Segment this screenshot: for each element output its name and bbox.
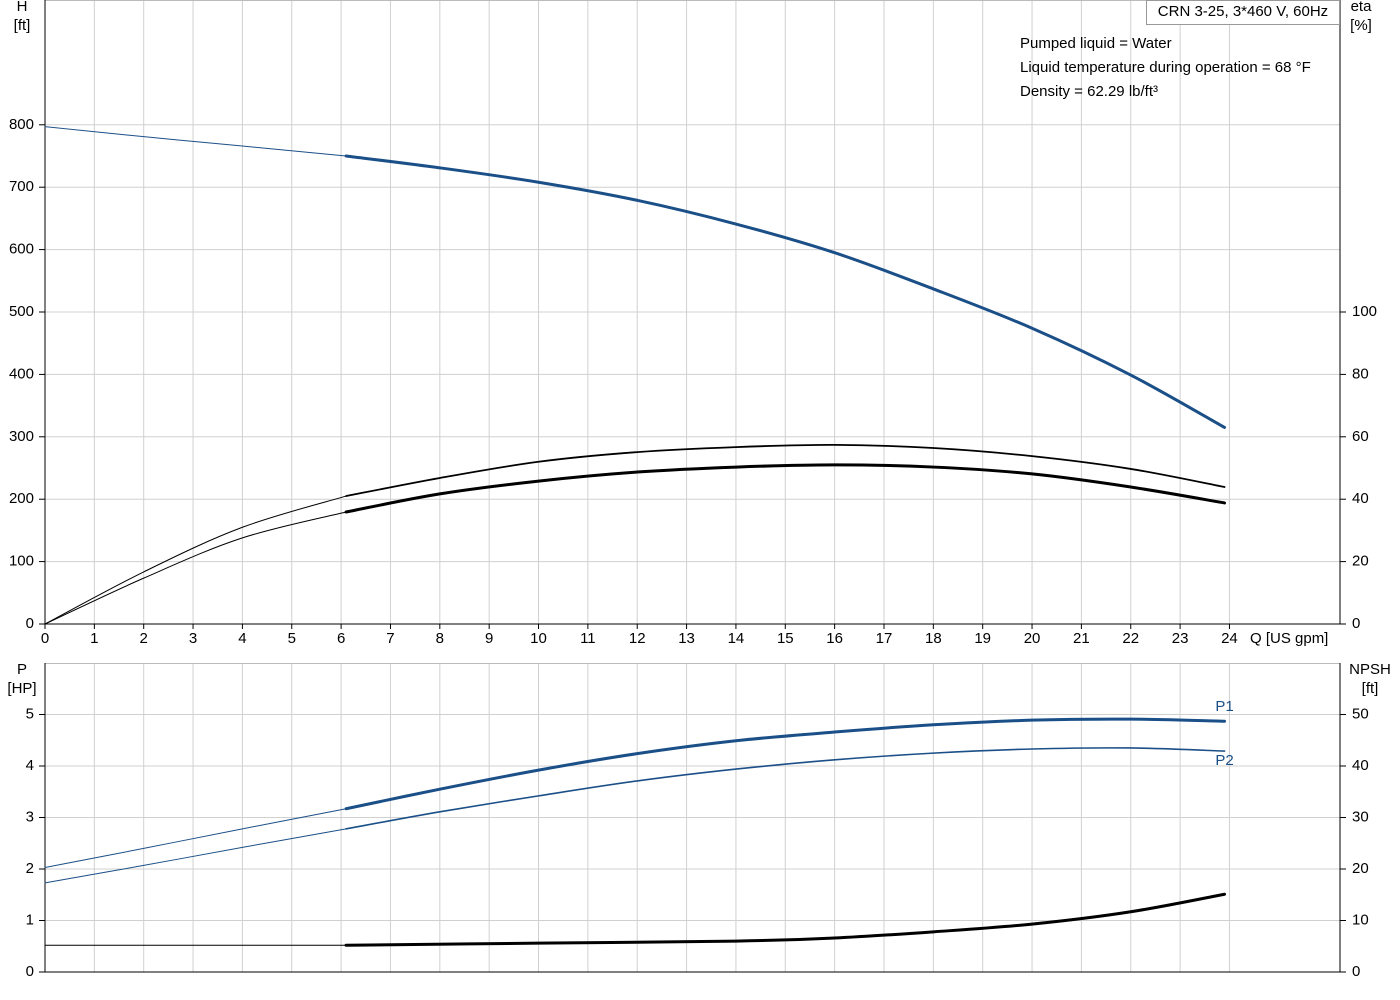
curve (44, 808, 347, 868)
x-tick-label: 12 (629, 630, 646, 647)
y2-axis-label: [ft] (1362, 680, 1379, 697)
y-tick-label: 1 (26, 911, 34, 928)
y2-axis-label: eta (1351, 0, 1373, 15)
y2-tick-label: 10 (1352, 911, 1369, 928)
x-tick-label: 13 (678, 630, 695, 647)
x-tick-label: 16 (826, 630, 843, 647)
x-tick-label: 21 (1073, 630, 1090, 647)
curve (345, 444, 1226, 497)
annotation: Pumped liquid = Water (1020, 35, 1172, 52)
y-axis-label: [ft] (14, 17, 31, 34)
y2-tick-label: 50 (1352, 705, 1369, 722)
x-tick-label: 10 (530, 630, 547, 647)
x-tick-label: 7 (386, 630, 394, 647)
x-tick-label: 11 (580, 630, 596, 647)
curve (344, 717, 1227, 811)
curve (44, 126, 347, 157)
x-tick-label: 1 (90, 630, 98, 647)
curve (44, 828, 347, 884)
y2-tick-label: 20 (1352, 553, 1369, 570)
y2-tick-label: 0 (1352, 963, 1360, 980)
x-tick-label: 6 (337, 630, 345, 647)
x-tick-label: 5 (288, 630, 296, 647)
y-tick-label: 0 (26, 963, 34, 980)
x-tick-label: 17 (876, 630, 893, 647)
y2-axis-label: [%] (1350, 17, 1372, 34)
curve-label: P2 (1215, 752, 1233, 769)
x-axis-label: Q [US gpm] (1250, 630, 1328, 647)
y2-axis-label: NPSH (1349, 661, 1391, 678)
x-tick-label: 18 (925, 630, 942, 647)
y-axis-label: P (17, 661, 27, 678)
y-tick-label: 3 (26, 808, 34, 825)
y2-tick-label: 20 (1352, 860, 1369, 877)
x-tick-label: 4 (238, 630, 246, 647)
y-tick-label: 100 (9, 553, 34, 570)
x-tick-label: 15 (777, 630, 794, 647)
curve (344, 892, 1227, 947)
x-tick-label: 3 (189, 630, 197, 647)
y-tick-label: 5 (26, 705, 34, 722)
x-tick-label: 22 (1122, 630, 1139, 647)
y-tick-label: 800 (9, 116, 34, 133)
curve (44, 495, 347, 625)
y2-tick-label: 100 (1352, 303, 1377, 320)
chart-title: CRN 3-25, 3*460 V, 60Hz (1158, 3, 1328, 20)
y2-tick-label: 0 (1352, 615, 1360, 632)
x-tick-label: 14 (728, 630, 745, 647)
curve (344, 154, 1227, 429)
y-axis-label: [HP] (7, 680, 36, 697)
x-tick-label: 0 (41, 630, 49, 647)
y-tick-label: 4 (26, 757, 34, 774)
x-tick-label: 19 (974, 630, 991, 647)
y-tick-label: 700 (9, 178, 34, 195)
y-tick-label: 300 (9, 428, 34, 445)
curve (344, 463, 1227, 514)
y-tick-label: 200 (9, 490, 34, 507)
y2-tick-label: 60 (1352, 428, 1369, 445)
y-tick-label: 400 (9, 365, 34, 382)
y2-tick-label: 30 (1352, 808, 1369, 825)
title-box (1146, 0, 1340, 25)
annotation: Liquid temperature during operation = 68… (1020, 59, 1311, 76)
x-tick-label: 24 (1221, 630, 1238, 647)
x-tick-label: 9 (485, 630, 493, 647)
y-tick-label: 0 (26, 615, 34, 632)
y2-tick-label: 40 (1352, 757, 1369, 774)
y-tick-label: 2 (26, 860, 34, 877)
x-tick-label: 2 (140, 630, 148, 647)
x-tick-label: 8 (436, 630, 444, 647)
y-tick-label: 500 (9, 303, 34, 320)
curve-label: P1 (1215, 698, 1233, 715)
annotation: Density = 62.29 lb/ft³ (1020, 83, 1158, 100)
y2-tick-label: 40 (1352, 490, 1369, 507)
curve (345, 747, 1226, 830)
y-tick-label: 600 (9, 241, 34, 258)
y2-tick-label: 80 (1352, 365, 1369, 382)
x-tick-label: 20 (1024, 630, 1041, 647)
y-axis-label: H (17, 0, 28, 15)
x-tick-label: 23 (1172, 630, 1189, 647)
curve (44, 511, 347, 625)
